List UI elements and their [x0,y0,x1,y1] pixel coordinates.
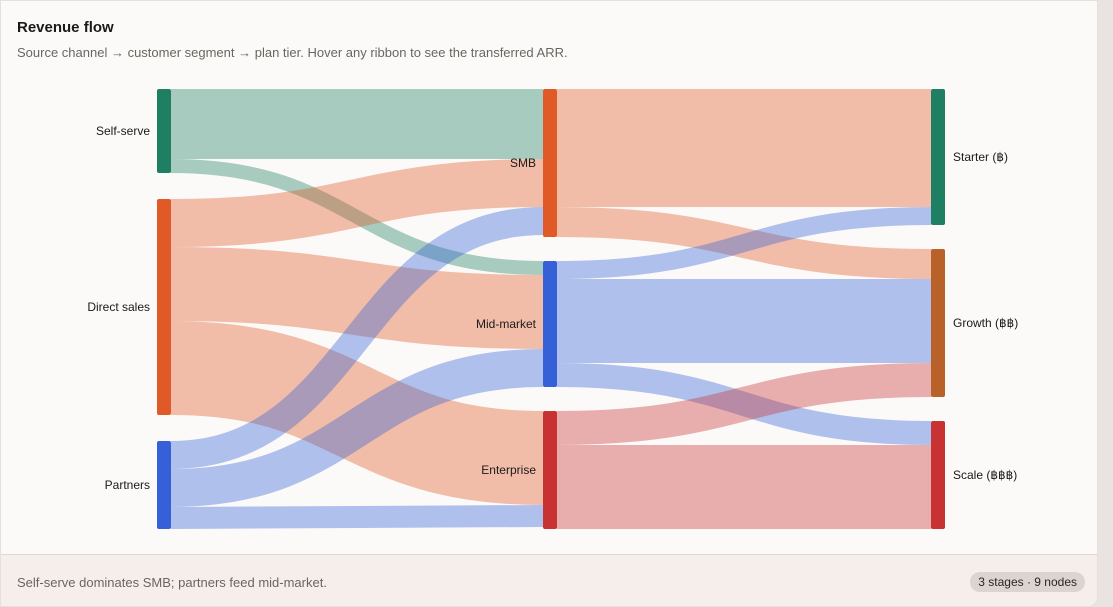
chart-subtitle: Source channel → customer segment → plan… [17,45,568,60]
node-label-scale: Scale (฿฿฿) [953,468,1017,482]
stats-badge: 3 stages · 9 nodes [970,572,1085,592]
ribbon-self-to-mid[interactable] [170,159,544,275]
ribbon-mid-to-scale[interactable] [556,363,932,445]
node-self[interactable] [157,89,171,173]
node-starter[interactable] [931,89,945,225]
ribbon-smb-to-growth[interactable] [556,207,932,279]
ribbon-direct-to-smb[interactable] [170,159,544,247]
node-label-mid: Mid-market [476,317,537,331]
sankey-chart: Self-serve Direct sales Partners SMB Mid-mar… [87,88,1018,530]
card-footer: Self-serve dominates SMB; partners feed … [1,554,1097,606]
node-label-smb: SMB [510,156,536,170]
node-label-direct: Direct sales [87,300,150,314]
node-mid[interactable] [543,261,557,387]
sankey-ribbons [170,88,932,530]
ribbon-direct-to-mid[interactable] [170,247,544,349]
ribbon-partners-to-smb[interactable] [170,207,544,469]
node-label-starter: Starter (฿) [953,150,1008,164]
ribbon-ent-to-growth[interactable] [556,363,932,445]
node-label-ent: Enterprise [481,463,536,477]
node-growth[interactable] [931,249,945,397]
node-direct[interactable] [157,199,171,415]
footer-note: Self-serve dominates SMB; partners feed … [17,575,327,590]
ribbon-partners-to-mid[interactable] [170,349,544,507]
node-label-growth: Growth (฿฿) [953,316,1018,330]
ribbon-direct-to-ent[interactable] [170,321,544,505]
ribbon-mid-to-starter[interactable] [556,207,932,279]
node-partners[interactable] [157,441,171,529]
node-label-self: Self-serve [96,124,150,138]
sankey-nodes: Self-serve Direct sales Partners SMB Mid-mar… [87,89,1018,529]
node-label-partners: Partners [105,478,150,492]
ribbon-partners-to-ent[interactable] [170,505,544,529]
chart-title: Revenue flow [17,19,114,36]
node-scale[interactable] [931,421,945,529]
node-ent[interactable] [543,411,557,529]
node-smb[interactable] [543,89,557,237]
